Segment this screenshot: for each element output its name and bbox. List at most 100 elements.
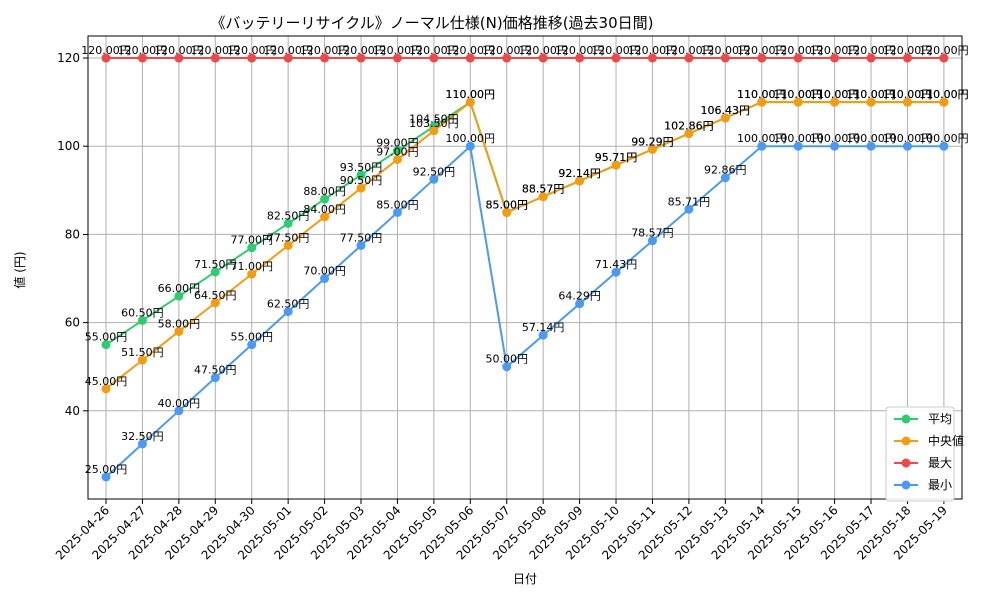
data-point-1 [793,97,803,107]
data-label-1: 84.00円 [303,203,346,216]
plot-frame [87,35,963,500]
data-label-3: 85.00円 [376,198,419,211]
data-label-0: 110.00円 [919,88,969,101]
data-label-3: 25.00円 [85,463,128,476]
data-point-2 [647,53,657,63]
data-label-3: 85.71円 [668,195,711,208]
data-point-0 [392,146,402,156]
data-point-2 [429,53,439,63]
data-label-1: 45.00円 [85,375,128,388]
data-point-1 [902,97,912,107]
data-label-3: 78.57円 [631,227,674,240]
data-point-3 [611,267,621,277]
data-point-2 [356,53,366,63]
data-label-2: 120.00円 [518,44,568,57]
data-point-1 [356,183,366,193]
data-label-0: 77.00円 [230,234,273,247]
data-label-0: 93.50円 [340,161,383,174]
data-point-2 [684,53,694,63]
y-tick-label: 120 [57,51,80,65]
data-point-1 [720,113,730,123]
data-point-3 [429,174,439,184]
data-label-2: 120.00円 [810,44,860,57]
data-point-2 [137,53,147,63]
data-label-1: 102.86円 [664,120,714,133]
data-point-2 [611,53,621,63]
data-point-2 [575,53,585,63]
data-label-0: 85.00円 [485,198,528,211]
data-point-1 [101,384,111,394]
data-label-3: 32.50円 [121,430,164,443]
series-line-1 [105,100,944,390]
legend-swatch-marker [901,436,911,446]
data-point-0 [320,194,330,204]
data-label-0: 102.86円 [664,120,714,133]
data-label-3: 100.00円 [446,132,496,145]
data-label-3: 100.00円 [737,132,787,145]
data-point-1 [538,192,548,202]
data-label-1: 95.71円 [595,151,638,164]
data-label-2: 120.00円 [919,44,969,57]
data-label-0: 104.50円 [409,112,459,125]
data-point-3 [793,141,803,151]
data-label-2: 120.00円 [336,44,386,57]
data-label-2: 120.00円 [227,44,277,57]
data-point-3 [137,439,147,449]
legend-box [885,406,955,502]
legend-label: 中央値 [928,433,964,448]
y-tick-label: 40 [65,404,80,418]
data-label-2: 120.00円 [773,44,823,57]
data-label-1: 103.50円 [409,117,459,130]
data-point-3 [465,141,475,151]
data-label-0: 110.00円 [846,88,896,101]
data-label-0: 82.50円 [267,209,310,222]
data-label-2: 120.00円 [154,44,204,57]
data-point-1 [320,212,330,222]
data-label-2: 120.00円 [628,44,678,57]
data-point-0 [283,218,293,228]
data-point-0 [174,291,184,301]
data-point-2 [320,53,330,63]
data-label-1: 110.00円 [773,88,823,101]
data-label-3: 77.50円 [340,231,383,244]
data-label-0: 110.00円 [773,88,823,101]
data-label-3: 100.00円 [846,132,896,145]
data-point-3 [502,362,512,372]
data-point-1 [684,129,694,139]
data-label-0: 60.50円 [121,306,164,319]
data-point-3 [684,204,694,214]
data-label-0: 99.29円 [631,135,674,148]
chart-title: 《バッテリーリサイクル》ノーマル仕様(N)価格推移(過去30日間) [211,14,654,32]
data-label-2: 120.00円 [409,44,459,57]
data-label-1: 110.00円 [737,88,787,101]
data-label-3: 70.00円 [303,265,346,278]
y-tick-label: 80 [65,227,80,241]
data-point-1 [830,97,840,107]
data-label-3: 71.43円 [595,258,638,271]
data-point-0 [137,315,147,325]
data-label-0: 92.14円 [558,167,601,180]
data-label-3: 100.00円 [883,132,933,145]
data-label-0: 99.00円 [376,137,419,150]
data-label-3: 47.50円 [194,364,237,377]
data-label-2: 120.00円 [701,44,751,57]
data-label-2: 120.00円 [263,44,313,57]
data-point-2 [757,53,767,63]
data-point-2 [866,53,876,63]
x-axis-label: 日付 [513,572,537,586]
data-point-3 [575,299,585,309]
data-label-1: 71.00円 [230,260,273,273]
data-point-3 [647,236,657,246]
data-point-3 [939,141,949,151]
data-label-3: 64.29円 [558,290,601,303]
data-point-2 [101,53,111,63]
data-label-2: 120.00円 [737,44,787,57]
data-label-3: 55.00円 [230,331,273,344]
data-point-0 [356,170,366,180]
data-label-1: 97.00円 [376,145,419,158]
data-label-2: 120.00円 [846,44,896,57]
data-point-2 [465,53,475,63]
data-label-3: 62.50円 [267,298,310,311]
data-point-3 [174,406,184,416]
